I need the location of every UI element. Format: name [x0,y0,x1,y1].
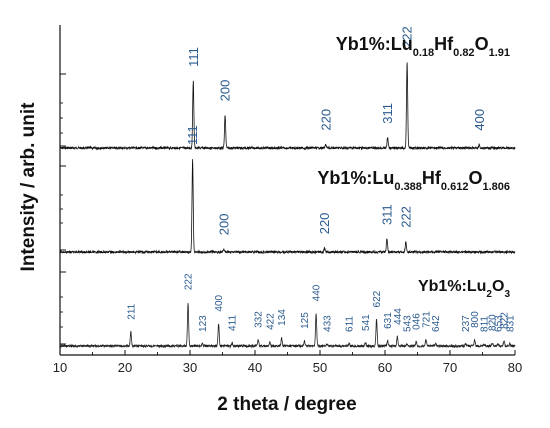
peak-label: 200 [216,214,231,236]
peak-label: 422 [265,313,276,330]
x-tick-label: 40 [248,360,262,375]
xrd-trace [59,159,516,255]
peak-label: 311 [380,204,395,225]
peak-label: 611 [345,316,356,332]
x-tick-label: 10 [53,360,67,375]
panel-2: 111 200 220 311 222 Yb1%:Lu0.388Hf0.612O1.806 [59,125,516,255]
peak-label: 820 [488,314,499,331]
peak-label: 444 [393,308,404,325]
peak-label: 200 [218,80,233,102]
x-axis-title: 2 theta / degree [217,394,356,415]
x-tick-label: 50 [313,360,327,375]
panel-title: Yb1%:Lu0.388Hf0.612O1.806 [317,168,510,193]
peak-label: 543 [403,315,414,332]
panel-title: Yb1%:Lu0.18Hf0.82O1.91 [336,34,510,59]
peak-label: 622 [372,290,383,307]
peak-label: 222 [398,206,413,228]
peak-label: 831 [505,315,516,332]
x-tick-label: 70 [443,360,457,375]
xrd-trace [59,302,516,349]
peak-label: 411 [228,315,239,331]
x-tick-label: 20 [118,360,132,375]
peak-label: 822 [499,312,510,329]
peak-label: 125 [300,312,311,329]
peak-label: 237 [461,315,472,332]
axes-layer: 10 20 30 40 50 60 70 80 [53,25,522,375]
peak-label: 631 [383,312,394,329]
peak-label: 211 [126,303,137,319]
peak-label: 653 [494,315,505,332]
panel-title: Yb1%:Lu2O3 [418,278,510,300]
x-tick-label: 80 [508,360,522,375]
peak-label: 311 [380,103,395,124]
peak-label: 800 [470,311,481,328]
peak-label: 541 [361,314,372,331]
x-tick-label: 60 [378,360,392,375]
y-axis-title: Intensity / arb. unit [18,102,39,272]
peak-label: 332 [254,311,265,328]
x-tick-label: 30 [183,360,197,375]
peak-label: 111 [185,125,200,145]
peak-label: 123 [198,315,209,332]
peak-label: 721 [421,311,432,328]
peak-label: 222 [184,273,195,290]
peak-label: 440 [312,284,323,301]
peak-label: 220 [317,213,332,235]
peak-label: 046 [412,313,423,330]
xrd-trace [59,62,516,151]
peak-label: 811 [479,316,490,332]
panel-1: 111 200 220 311 222 400 Yb1%:Lu0.18Hf0.82O1.91 [59,26,516,151]
peak-label: 134 [277,309,288,326]
peak-label: 433 [323,315,334,332]
peak-label: 111 [186,47,201,67]
peak-label: 400 [472,109,487,131]
peak-label: 222 [400,26,415,48]
peak-label: 220 [318,109,333,131]
peak-label: 642 [431,315,442,332]
peak-label: 400 [214,294,225,311]
